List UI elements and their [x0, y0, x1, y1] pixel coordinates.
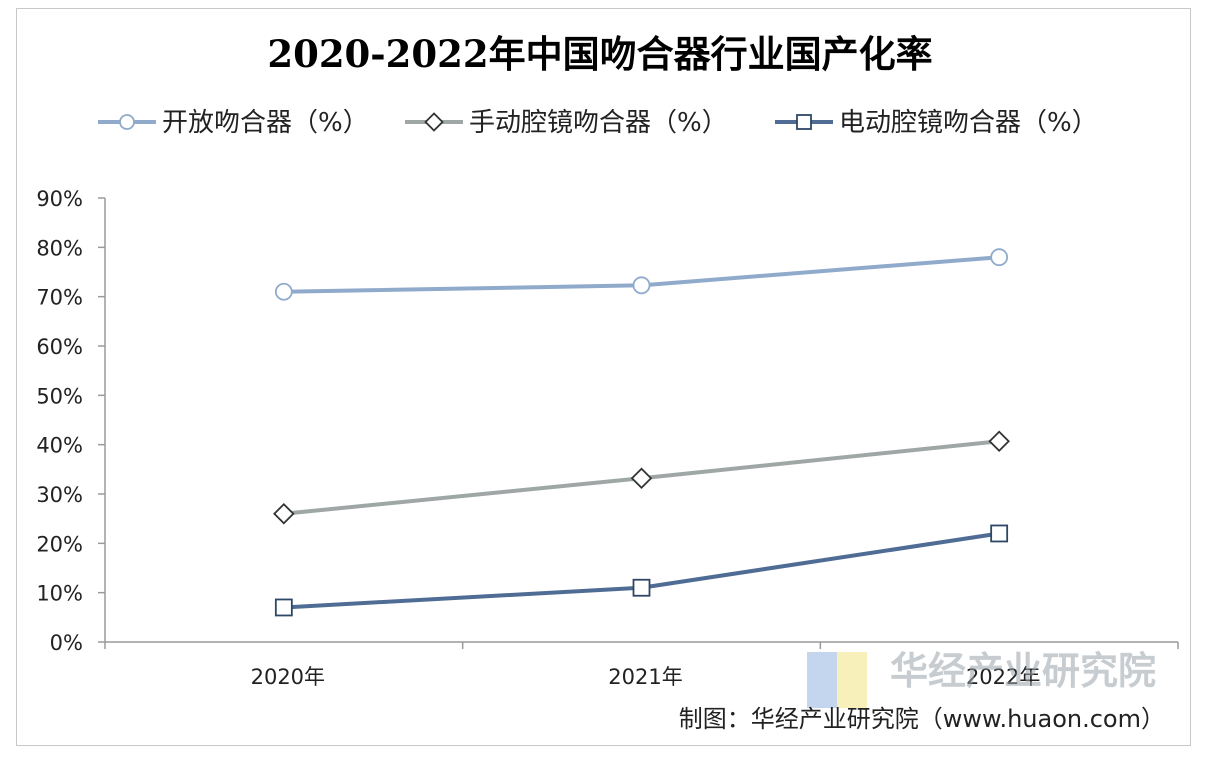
data-point	[632, 276, 651, 295]
y-tick-label: 40%	[36, 434, 83, 458]
data-point	[988, 430, 1010, 452]
y-tick-label: 90%	[36, 187, 83, 211]
legend-label: 电动腔镜吻合器（%）	[839, 108, 1098, 138]
data-point	[630, 467, 653, 489]
watermark-logo-blue	[807, 652, 837, 708]
watermark: 华经产业研究院	[807, 649, 1156, 708]
data-point	[274, 282, 293, 301]
legend-label: 开放吻合器（%）	[162, 108, 369, 138]
y-tick-label: 0%	[50, 631, 83, 655]
legend-marker	[424, 112, 444, 132]
chart-title: 2020-2022年中国吻合器行业国产化率	[267, 32, 932, 76]
x-tick-label: 2020年	[251, 665, 325, 689]
data-point	[990, 248, 1009, 267]
x-tick-label: 2021年	[608, 665, 682, 689]
source-note: 制图：华经产业研究院（www.huaon.com）	[679, 705, 1165, 733]
series-2	[273, 430, 1010, 525]
chart-frame	[16, 8, 1191, 746]
data-point	[273, 502, 295, 525]
watermark-logo-yellow	[837, 652, 867, 708]
legend-item-1: 开放吻合器（%）	[98, 108, 369, 138]
legend-item-3: 电动腔镜吻合器（%）	[775, 108, 1098, 138]
data-point	[274, 598, 293, 617]
y-tick-label: 20%	[36, 532, 83, 556]
legend: 开放吻合器（%） 手动腔镜吻合器（%） 电动腔镜吻合器（%）	[98, 108, 1098, 138]
y-tick-label: 30%	[36, 483, 83, 507]
data-point	[632, 578, 651, 597]
x-tick-label: 2022年	[966, 665, 1040, 689]
y-tick-label: 70%	[36, 286, 83, 310]
axes: 0% 10% 20% 30% 40% 50% 60% 70% 80% 90% 2020年 2021年 2…	[36, 187, 1179, 689]
legend-item-2: 手动腔镜吻合器（%）	[405, 108, 728, 138]
y-tick-label: 50%	[36, 384, 83, 408]
watermark-text: 华经产业研究院	[890, 649, 1156, 693]
y-tick-label: 80%	[36, 236, 83, 260]
legend-marker	[796, 114, 812, 130]
data-point	[990, 524, 1009, 543]
series-1	[274, 248, 1009, 301]
series-3	[274, 524, 1009, 617]
legend-label: 手动腔镜吻合器（%）	[469, 108, 728, 138]
y-tick-label: 60%	[36, 335, 83, 359]
series-layer	[273, 248, 1010, 617]
y-tick-label: 10%	[36, 582, 83, 606]
legend-marker	[119, 114, 135, 130]
